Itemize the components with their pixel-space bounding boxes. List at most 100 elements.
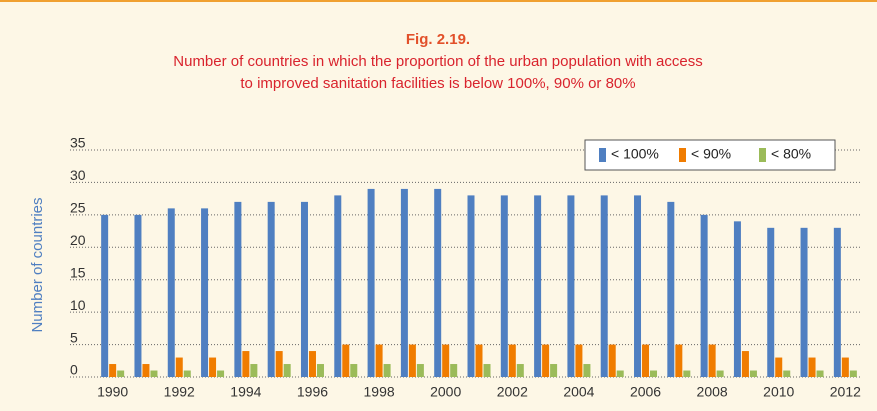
x-tick-label: 2002	[497, 384, 528, 400]
bar	[741, 351, 749, 377]
x-tick-label: 2010	[763, 384, 794, 400]
bar	[683, 370, 691, 377]
bar	[334, 195, 342, 377]
legend-swatch	[759, 148, 766, 162]
bar	[608, 344, 616, 377]
bar	[175, 357, 183, 377]
x-tick-label: 2000	[430, 384, 461, 400]
bar	[808, 357, 816, 377]
bar	[675, 344, 683, 377]
bar	[283, 364, 291, 377]
bar	[516, 364, 524, 377]
bar	[308, 351, 316, 377]
y-tick-label: 20	[70, 232, 86, 248]
y-axis-label: Number of countries	[29, 197, 46, 332]
bar	[841, 357, 849, 377]
bar	[375, 344, 383, 377]
x-tick-label: 1996	[297, 384, 328, 400]
legend-label: < 100%	[611, 146, 659, 162]
bar	[542, 344, 550, 377]
bar	[508, 344, 516, 377]
chart-title: Fig. 2.19.	[406, 31, 470, 48]
bar	[583, 364, 591, 377]
bar	[267, 201, 275, 377]
x-tick-label: 1998	[364, 384, 395, 400]
y-tick-label: 25	[70, 200, 86, 216]
bar	[616, 370, 624, 377]
bar	[217, 370, 225, 377]
y-tick-label: 30	[70, 167, 86, 183]
bar	[434, 188, 442, 377]
bar	[600, 195, 608, 377]
bar	[800, 227, 808, 377]
bar	[367, 188, 375, 377]
bar	[716, 370, 724, 377]
bar	[250, 364, 258, 377]
bar	[416, 364, 424, 377]
legend-label: < 80%	[771, 146, 811, 162]
legend-label: < 90%	[691, 146, 731, 162]
bar	[700, 214, 708, 377]
bar	[634, 195, 642, 377]
bar	[442, 344, 450, 377]
bar	[550, 364, 558, 377]
bar	[316, 364, 324, 377]
bar	[483, 364, 491, 377]
bar	[342, 344, 350, 377]
bar	[209, 357, 217, 377]
x-tick-label: 2008	[697, 384, 728, 400]
y-tick-label: 15	[70, 264, 86, 280]
bar	[300, 201, 308, 377]
y-tick-label: 35	[70, 135, 86, 151]
chart-subtitle: to improved sanitation facilities is bel…	[240, 75, 635, 92]
bar	[775, 357, 783, 377]
bar	[101, 214, 109, 377]
bar	[575, 344, 583, 377]
bar	[849, 370, 857, 377]
y-tick-label: 0	[70, 362, 78, 378]
bar	[117, 370, 125, 377]
bar	[383, 364, 391, 377]
bar	[642, 344, 650, 377]
bar	[749, 370, 757, 377]
x-tick-label: 1990	[97, 384, 128, 400]
bar	[567, 195, 575, 377]
bar	[767, 227, 775, 377]
bar	[408, 344, 416, 377]
bar	[475, 344, 483, 377]
bar	[134, 214, 142, 377]
x-tick-label: 2004	[563, 384, 594, 400]
chart-subtitle: Number of countries in which the proport…	[173, 53, 702, 70]
legend-box	[584, 139, 836, 171]
legend-swatch	[599, 148, 606, 162]
x-tick-label: 2006	[630, 384, 661, 400]
x-tick-label: 2012	[830, 384, 861, 400]
bar	[275, 351, 283, 377]
bar	[350, 364, 358, 377]
bar	[467, 195, 475, 377]
bar	[650, 370, 658, 377]
y-tick-label: 5	[70, 329, 78, 345]
bar	[234, 201, 242, 377]
bar	[667, 201, 675, 377]
x-tick-label: 1992	[164, 384, 195, 400]
bar	[783, 370, 791, 377]
legend-swatch	[679, 148, 686, 162]
bar	[150, 370, 158, 377]
bar	[400, 188, 408, 377]
bar	[816, 370, 824, 377]
bar	[708, 344, 716, 377]
bar	[201, 208, 209, 377]
bar	[183, 370, 191, 377]
bar	[833, 227, 841, 377]
x-tick-label: 1994	[230, 384, 261, 400]
bar	[500, 195, 508, 377]
bar	[733, 221, 741, 377]
bar	[109, 364, 117, 377]
y-tick-label: 10	[70, 297, 86, 313]
bar	[242, 351, 250, 377]
bar	[142, 364, 150, 377]
bar	[167, 208, 175, 377]
bar	[534, 195, 542, 377]
